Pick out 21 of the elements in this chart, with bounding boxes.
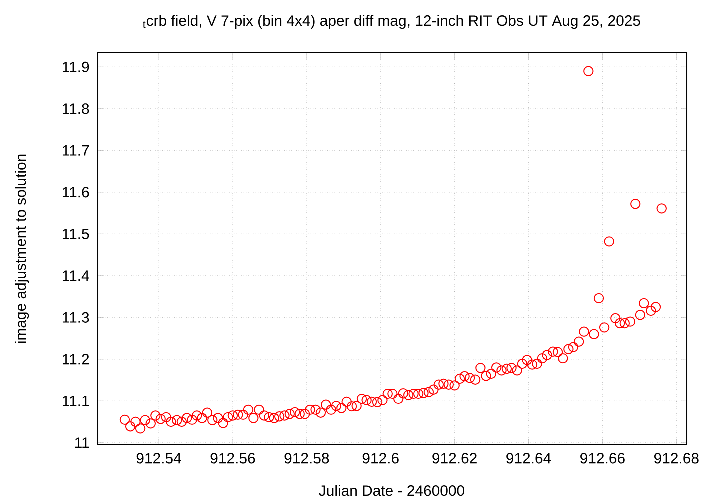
y-tick-label: 11.1 xyxy=(62,396,90,406)
x-tick-label: 912.64 xyxy=(506,453,552,464)
y-tick-label: 11.7 xyxy=(62,146,90,156)
y-tick-label: 11.4 xyxy=(62,270,90,282)
y-tick-label: 11.8 xyxy=(62,104,90,114)
x-tick-label: 912.54 xyxy=(136,453,182,464)
y-tick-label: 11.3 xyxy=(62,312,90,323)
x-tick-label: 912.62 xyxy=(432,453,477,464)
chart-title: $_{t}$crb field, V 7-pix (bin 4x4) aper diff mag, 12-inch RIT Obs UT Aug 25, 2025 xyxy=(143,15,640,30)
x-tick-label: 912.66 xyxy=(580,453,625,464)
x-tick-label: 912.68 xyxy=(654,453,699,464)
y-tick-label: 11.5 xyxy=(62,228,90,240)
x-tick-label: 912.56 xyxy=(210,453,256,464)
x-tick-label: 912.6 xyxy=(362,453,399,464)
y-axis-title: image adjustment to solution xyxy=(15,154,30,344)
y-tick-label: 11.6 xyxy=(62,187,90,198)
y-tick-label: 11.2 xyxy=(62,354,90,365)
y-tick-label: 11 xyxy=(75,438,90,448)
y-tick-label: 11.9 xyxy=(62,62,90,72)
x-axis-title: Julian Date - 2460000 xyxy=(319,485,464,496)
x-tick-label: 912.58 xyxy=(284,453,330,464)
